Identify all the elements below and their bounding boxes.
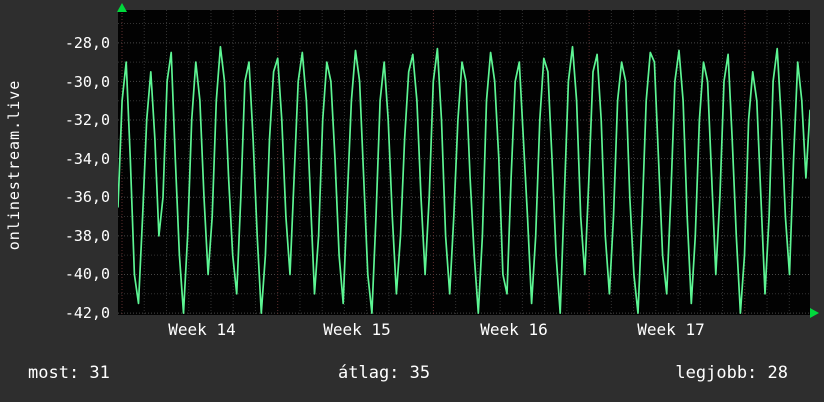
y-tick-label: -32,0 bbox=[64, 111, 110, 129]
y-tick-label: -28,0 bbox=[64, 34, 110, 52]
y-tick-label: -36,0 bbox=[64, 188, 110, 206]
chart-canvas bbox=[118, 10, 810, 315]
plot-area bbox=[118, 10, 810, 315]
x-tick-label: Week 16 bbox=[480, 320, 548, 339]
axis-arrow-right-icon bbox=[810, 308, 819, 318]
x-tick-label: Week 15 bbox=[323, 320, 391, 339]
watermark-label: onlinestream.live bbox=[5, 79, 23, 251]
stat-atlag: átlag: 35 bbox=[338, 363, 431, 383]
x-tick-label: Week 17 bbox=[637, 320, 705, 339]
x-tick-label: Week 14 bbox=[168, 320, 236, 339]
axis-arrow-up-icon bbox=[117, 3, 127, 12]
y-tick-label: -38,0 bbox=[64, 227, 110, 245]
stat-legjobb: legjobb: 28 bbox=[675, 363, 788, 383]
y-tick-label: -30,0 bbox=[64, 73, 110, 91]
stat-most: most: 31 bbox=[28, 363, 110, 383]
y-tick-label: -42,0 bbox=[64, 304, 110, 322]
y-tick-label: -40,0 bbox=[64, 265, 110, 283]
y-tick-label: -34,0 bbox=[64, 150, 110, 168]
